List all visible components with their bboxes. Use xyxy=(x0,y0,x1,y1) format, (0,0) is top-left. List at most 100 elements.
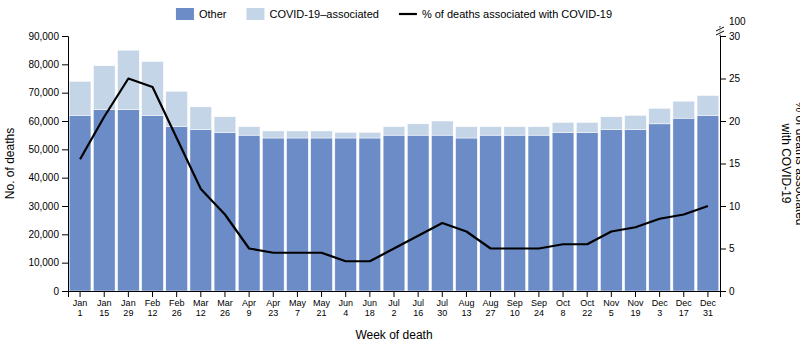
tick-label: Oct22 xyxy=(580,298,595,317)
tick: 0 xyxy=(53,286,68,297)
bar xyxy=(311,138,333,291)
tick-mark xyxy=(466,291,467,297)
tick-label: 30,000 xyxy=(28,201,59,212)
bar xyxy=(214,117,236,133)
tick-mark xyxy=(297,291,298,297)
tick: 80,000 xyxy=(28,59,68,70)
bar-series xyxy=(69,110,719,291)
bar xyxy=(383,127,405,135)
tick-mark xyxy=(62,178,68,179)
bar xyxy=(311,131,333,138)
tick: Jan1 xyxy=(73,291,88,318)
bar xyxy=(649,124,671,291)
tick-mark xyxy=(128,291,129,297)
tick-label: 0 xyxy=(729,286,735,297)
legend-item: COVID-19–associated xyxy=(246,8,378,20)
tick: 20,000 xyxy=(28,229,68,240)
bar xyxy=(69,81,91,115)
tick-mark xyxy=(635,291,636,297)
x-axis-title: Week of death xyxy=(355,328,432,342)
tick-mark xyxy=(720,249,726,250)
tick-label: 80,000 xyxy=(28,59,59,70)
bar xyxy=(262,138,284,291)
bar xyxy=(552,122,574,132)
tick: Dec31 xyxy=(700,291,717,318)
tick-mark xyxy=(104,291,105,297)
tick-mark xyxy=(152,291,153,297)
tick-label: 0 xyxy=(53,286,59,297)
y2-axis: 051015202530 xyxy=(720,31,741,297)
tick: Jun4 xyxy=(338,291,353,318)
tick: Jul2 xyxy=(388,291,400,318)
tick-label: Apr23 xyxy=(266,298,280,317)
tick: May21 xyxy=(313,291,331,318)
tick: 90,000 xyxy=(28,31,68,42)
tick: Jan29 xyxy=(121,291,136,318)
tick-mark xyxy=(62,206,68,207)
tick: 25 xyxy=(720,73,741,84)
y2-axis-title: % of deaths associatedwith COVID-19 xyxy=(779,101,800,225)
bar xyxy=(214,132,236,291)
tick-mark xyxy=(659,291,660,297)
tick-mark xyxy=(683,291,684,297)
tick-label: Dec17 xyxy=(676,298,693,317)
tick-label: Aug13 xyxy=(458,298,474,317)
tick-mark xyxy=(587,291,588,297)
tick-mark xyxy=(176,291,177,297)
bar xyxy=(576,122,598,132)
bar-series xyxy=(69,50,719,138)
marks xyxy=(69,50,719,291)
tick-mark xyxy=(720,206,726,207)
tick-mark xyxy=(273,291,274,297)
tick-label: Jan29 xyxy=(121,298,136,317)
tick: Jan15 xyxy=(97,291,112,318)
tick: 10,000 xyxy=(28,257,68,268)
tick-label: Mar26 xyxy=(217,298,233,317)
legend-swatch xyxy=(246,8,264,20)
bar xyxy=(649,108,671,124)
tick-label: Feb12 xyxy=(145,298,161,317)
bar xyxy=(456,127,478,138)
bar xyxy=(625,130,647,292)
tick: Apr9 xyxy=(242,291,256,318)
tick-mark xyxy=(345,291,346,297)
tick: 40,000 xyxy=(28,172,68,183)
bar xyxy=(287,131,309,138)
bar xyxy=(287,138,309,291)
bar xyxy=(359,132,381,138)
tick-mark xyxy=(200,291,201,297)
tick-label: 50,000 xyxy=(28,144,59,155)
tick-label: 40,000 xyxy=(28,172,59,183)
tick-label: Aug27 xyxy=(483,298,499,317)
chart: Jan1Jan15Jan29Feb12Feb26Mar12Mar26Apr9Ap… xyxy=(0,0,800,347)
tick: Jul30 xyxy=(437,291,449,318)
axis-line xyxy=(69,292,721,298)
tick-label: 60,000 xyxy=(28,116,59,127)
bar xyxy=(528,135,550,291)
bar xyxy=(431,121,453,135)
tick: 20 xyxy=(720,116,741,127)
tick-label: May7 xyxy=(289,298,307,317)
tick-label: 30 xyxy=(729,31,741,42)
tick: 0 xyxy=(720,286,735,297)
bar xyxy=(383,135,405,291)
bar xyxy=(673,118,695,291)
tick-mark xyxy=(62,36,68,37)
legend: OtherCOVID-19–associated% of deaths asso… xyxy=(176,8,612,20)
tick-label: 10 xyxy=(729,201,741,212)
bar xyxy=(576,132,598,291)
tick-label: Jun18 xyxy=(363,298,378,317)
bar xyxy=(480,127,502,135)
tick-mark xyxy=(538,291,539,297)
tick-label: 10,000 xyxy=(28,257,59,268)
bar xyxy=(407,135,429,291)
tick-label: 25 xyxy=(729,73,741,84)
tick: 5 xyxy=(720,243,735,254)
axis-break xyxy=(716,26,724,36)
bar xyxy=(69,115,91,291)
tick-mark xyxy=(369,291,370,297)
axis-break-mark xyxy=(716,27,724,31)
tick-label: Nov19 xyxy=(627,298,644,317)
tick-mark xyxy=(62,291,68,292)
axis-line xyxy=(721,37,727,292)
